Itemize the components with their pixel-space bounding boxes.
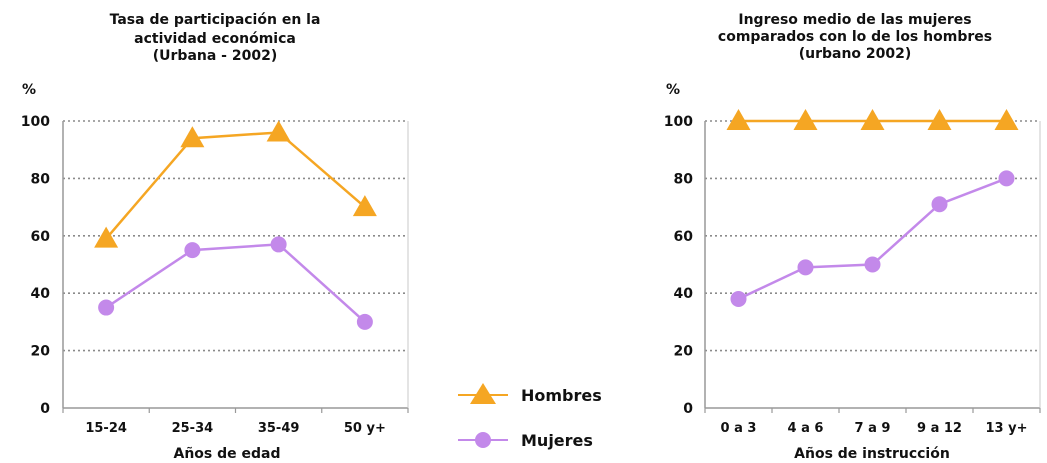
series-line-mujeres <box>105 243 366 323</box>
chart2-plot: 0 20 40 60 80 100 0 a 3 4 a 6 7 a 9 9 a 12 13 y+ <box>664 109 1041 436</box>
legend-mujeres-label: Mujeres <box>521 431 593 450</box>
legend: Hombres Mujeres <box>458 383 602 450</box>
chart1-title-line1: Tasa de participación en la <box>110 12 321 28</box>
data-point-mujeres <box>184 242 201 259</box>
x-tick-label: 0 a 3 <box>721 421 757 436</box>
data-point-mujeres <box>864 256 881 273</box>
chart2-title: Ingreso medio de las mujeres comparados … <box>718 12 992 62</box>
y-tick-label: 80 <box>674 171 694 187</box>
x-tick-label: 25-34 <box>172 421 214 436</box>
x-tick-label: 4 a 6 <box>788 421 824 436</box>
chart2-title-line2: comparados con lo de los hombres <box>718 29 992 45</box>
chart1-title-line3: (Urbana - 2002) <box>153 48 277 64</box>
data-point-hombres <box>860 109 885 130</box>
data-point-hombres <box>994 109 1019 130</box>
x-tick-label: 13 y+ <box>986 421 1028 436</box>
y-tick-label: 0 <box>683 401 693 417</box>
data-point-mujeres <box>356 313 373 330</box>
data-point-mujeres <box>270 236 287 253</box>
data-point-hombres <box>793 109 818 130</box>
chart1-title: Tasa de participación en la actividad ec… <box>110 12 321 64</box>
legend-hombres-label: Hombres <box>521 386 602 405</box>
data-point-hombres <box>180 126 205 148</box>
chart2-ylabel: % <box>666 82 680 98</box>
chart2-xlabel: Años de instrucción <box>794 446 950 462</box>
legend-hombres-marker <box>470 383 496 404</box>
chart1-title-line2: actividad económica <box>134 31 296 47</box>
y-tick-label: 100 <box>664 114 693 130</box>
x-tick-label: 7 a 9 <box>855 421 891 436</box>
x-tick-label: 15-24 <box>85 421 127 436</box>
legend-hombres: Hombres <box>458 383 602 405</box>
data-point-mujeres <box>797 259 814 276</box>
x-tick-label: 35-49 <box>258 421 300 436</box>
data-point-mujeres <box>931 196 948 213</box>
chart1-plot: 0 20 40 60 80 100 15-24 25-34 35-49 50 y+ <box>21 114 409 436</box>
data-point-mujeres <box>730 290 747 307</box>
data-point-hombres <box>726 109 751 130</box>
y-tick-label: 0 <box>40 401 50 417</box>
legend-mujeres-marker <box>475 432 491 448</box>
y-tick-label: 60 <box>674 229 694 245</box>
y-tick-label: 60 <box>31 229 51 245</box>
y-tick-label: 20 <box>674 344 694 360</box>
series-line-hombres <box>105 131 366 240</box>
data-point-mujeres <box>98 299 115 316</box>
data-point-hombres <box>266 120 291 142</box>
data-point-hombres <box>94 226 119 248</box>
data-point-hombres <box>927 109 952 130</box>
series-line-mujeres <box>737 177 1007 301</box>
data-point-mujeres <box>998 170 1015 187</box>
chart1-xlabel: Años de edad <box>173 446 280 462</box>
y-tick-label: 20 <box>31 344 51 360</box>
y-tick-label: 100 <box>21 114 50 130</box>
x-tick-label: 50 y+ <box>344 421 386 436</box>
y-tick-label: 40 <box>31 286 51 302</box>
chart2-title-line3: (urbano 2002) <box>799 46 912 62</box>
y-tick-label: 40 <box>674 286 694 302</box>
chart2-title-line1: Ingreso medio de las mujeres <box>738 12 971 28</box>
data-point-hombres <box>352 195 377 217</box>
legend-mujeres: Mujeres <box>458 431 593 450</box>
y-tick-label: 80 <box>31 171 51 187</box>
chart1-ylabel: % <box>22 82 36 98</box>
x-tick-label: 9 a 12 <box>917 421 962 436</box>
